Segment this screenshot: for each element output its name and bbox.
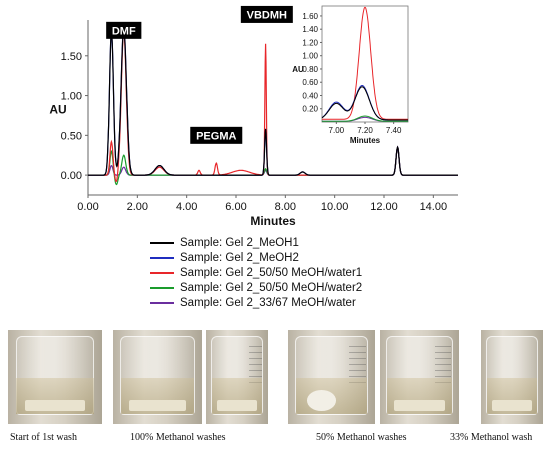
caption-methanol100: 100% Methanol washes	[130, 432, 226, 443]
inset-x-axis-title: Minutes	[350, 136, 381, 145]
y-tick-label: 0.00	[61, 170, 82, 182]
legend-label: Sample: Gel 2_MeOH2	[180, 251, 299, 264]
inset-y-tick-label: 0.60	[302, 78, 318, 87]
inset-y-tick-label: 1.40	[302, 25, 318, 34]
photo-methanol50-b	[380, 330, 459, 424]
legend-swatch	[150, 241, 174, 244]
inset-x-tick-label: 7.40	[386, 126, 402, 135]
inset-x-tick-label: 7.20	[357, 126, 373, 135]
caption-start-wash: Start of 1st wash	[10, 432, 77, 443]
legend-swatch	[150, 287, 174, 290]
x-tick-label: 14.00	[420, 201, 448, 213]
annotation-box	[190, 126, 243, 144]
legend-item: Sample: Gel 2_MeOH1	[150, 235, 362, 250]
legend-item: Sample: Gel 2_50/50 MeOH/water1	[150, 265, 362, 280]
photo-methanol100-b	[206, 330, 268, 424]
x-tick-label: 2.00	[127, 201, 148, 213]
y-tick-label: 0.50	[61, 130, 82, 142]
annotation-box	[240, 5, 293, 23]
y-tick-label: 1.50	[61, 51, 82, 63]
legend-label: Sample: Gel 2_MeOH1	[180, 236, 299, 249]
y-tick-label: 1.00	[61, 91, 82, 103]
inset-chart: 0.20 0.40 0.60 0.80 1.00 1.20 1.40 1.60 7.00 7.20…	[292, 5, 409, 145]
photo-start-wash	[8, 330, 102, 424]
photo-methanol33	[481, 330, 543, 424]
inset-series-line	[322, 6, 408, 120]
legend-swatch	[150, 271, 174, 274]
legend-item: Sample: Gel 2_50/50 MeOH/water2	[150, 281, 362, 296]
x-tick-label: 4.00	[176, 201, 197, 213]
x-tick-label: 12.00	[370, 201, 398, 213]
inset-y-tick-label: 0.40	[302, 91, 318, 100]
inset-series-line	[322, 115, 408, 122]
peak-annotations: DMF PEGMA VBDMH	[106, 5, 293, 144]
inset-series-line	[321, 86, 408, 121]
chart-legend: Sample: Gel 2_MeOH1 Sample: Gel 2_MeOH2 Sa…	[150, 235, 362, 311]
legend-label: Sample: Gel 2_50/50 MeOH/water1	[180, 266, 363, 279]
inset-y-tick-label: 0.80	[302, 65, 318, 74]
main-series-lines	[88, 27, 458, 186]
x-axis-title: Minutes	[250, 214, 296, 228]
annotation-label: DMF	[112, 25, 136, 37]
series-line	[88, 29, 458, 176]
legend-item: Sample: Gel 2_MeOH2	[150, 250, 362, 265]
inset-series-lines	[321, 6, 408, 122]
annotation-box	[106, 21, 142, 39]
legend-swatch	[150, 256, 174, 259]
photo-methanol50-a	[288, 330, 375, 424]
legend-swatch	[150, 302, 174, 305]
inset-x-tick-label: 7.00	[329, 126, 345, 135]
inset-y-axis-title: AU	[292, 65, 304, 74]
y-axis-title: AU	[49, 103, 66, 117]
inset-frame	[321, 5, 409, 123]
legend-label: Sample: Gel 2_50/50 MeOH/water2	[180, 282, 363, 295]
inset-y-tick-label: 1.00	[302, 52, 318, 61]
series-line	[88, 145, 458, 186]
legend-label: Sample: Gel 2_33/67 MeOH/water	[180, 297, 356, 310]
chromatogram-chart: 0.00 0.50 1.00 1.50 0.00 2.00 4.00 6.00 8.00 10.0…	[49, 5, 458, 228]
inset-y-tick-label: 0.20	[302, 105, 318, 114]
main-axes: 0.00 0.50 1.00 1.50 0.00 2.00 4.00 6.00 8.00 10.0…	[49, 20, 458, 228]
x-tick-label: 10.00	[321, 201, 349, 213]
annotation-label: VBDMH	[247, 9, 287, 21]
inset-y-tick-label: 1.20	[302, 38, 318, 47]
series-line	[88, 145, 458, 176]
x-tick-label: 0.00	[77, 201, 98, 213]
caption-methanol33: 33% Methanol wash	[450, 432, 533, 443]
x-tick-label: 8.00	[275, 201, 296, 213]
photo-methanol100-a	[113, 330, 202, 424]
annotation-label: PEGMA	[196, 130, 236, 142]
x-tick-label: 6.00	[225, 201, 246, 213]
caption-methanol50: 50% Methanol washes	[316, 432, 407, 443]
legend-item: Sample: Gel 2_33/67 MeOH/water	[150, 296, 362, 311]
inset-y-tick-label: 1.60	[302, 12, 318, 21]
